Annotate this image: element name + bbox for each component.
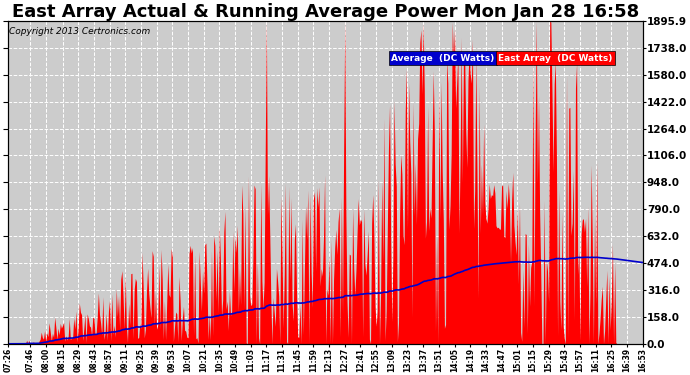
Text: Average  (DC Watts): Average (DC Watts) — [391, 54, 494, 63]
Text: East Array  (DC Watts): East Array (DC Watts) — [498, 54, 613, 63]
Title: East Array Actual & Running Average Power Mon Jan 28 16:58: East Array Actual & Running Average Powe… — [12, 3, 639, 21]
Text: Copyright 2013 Certronics.com: Copyright 2013 Certronics.com — [9, 27, 150, 36]
